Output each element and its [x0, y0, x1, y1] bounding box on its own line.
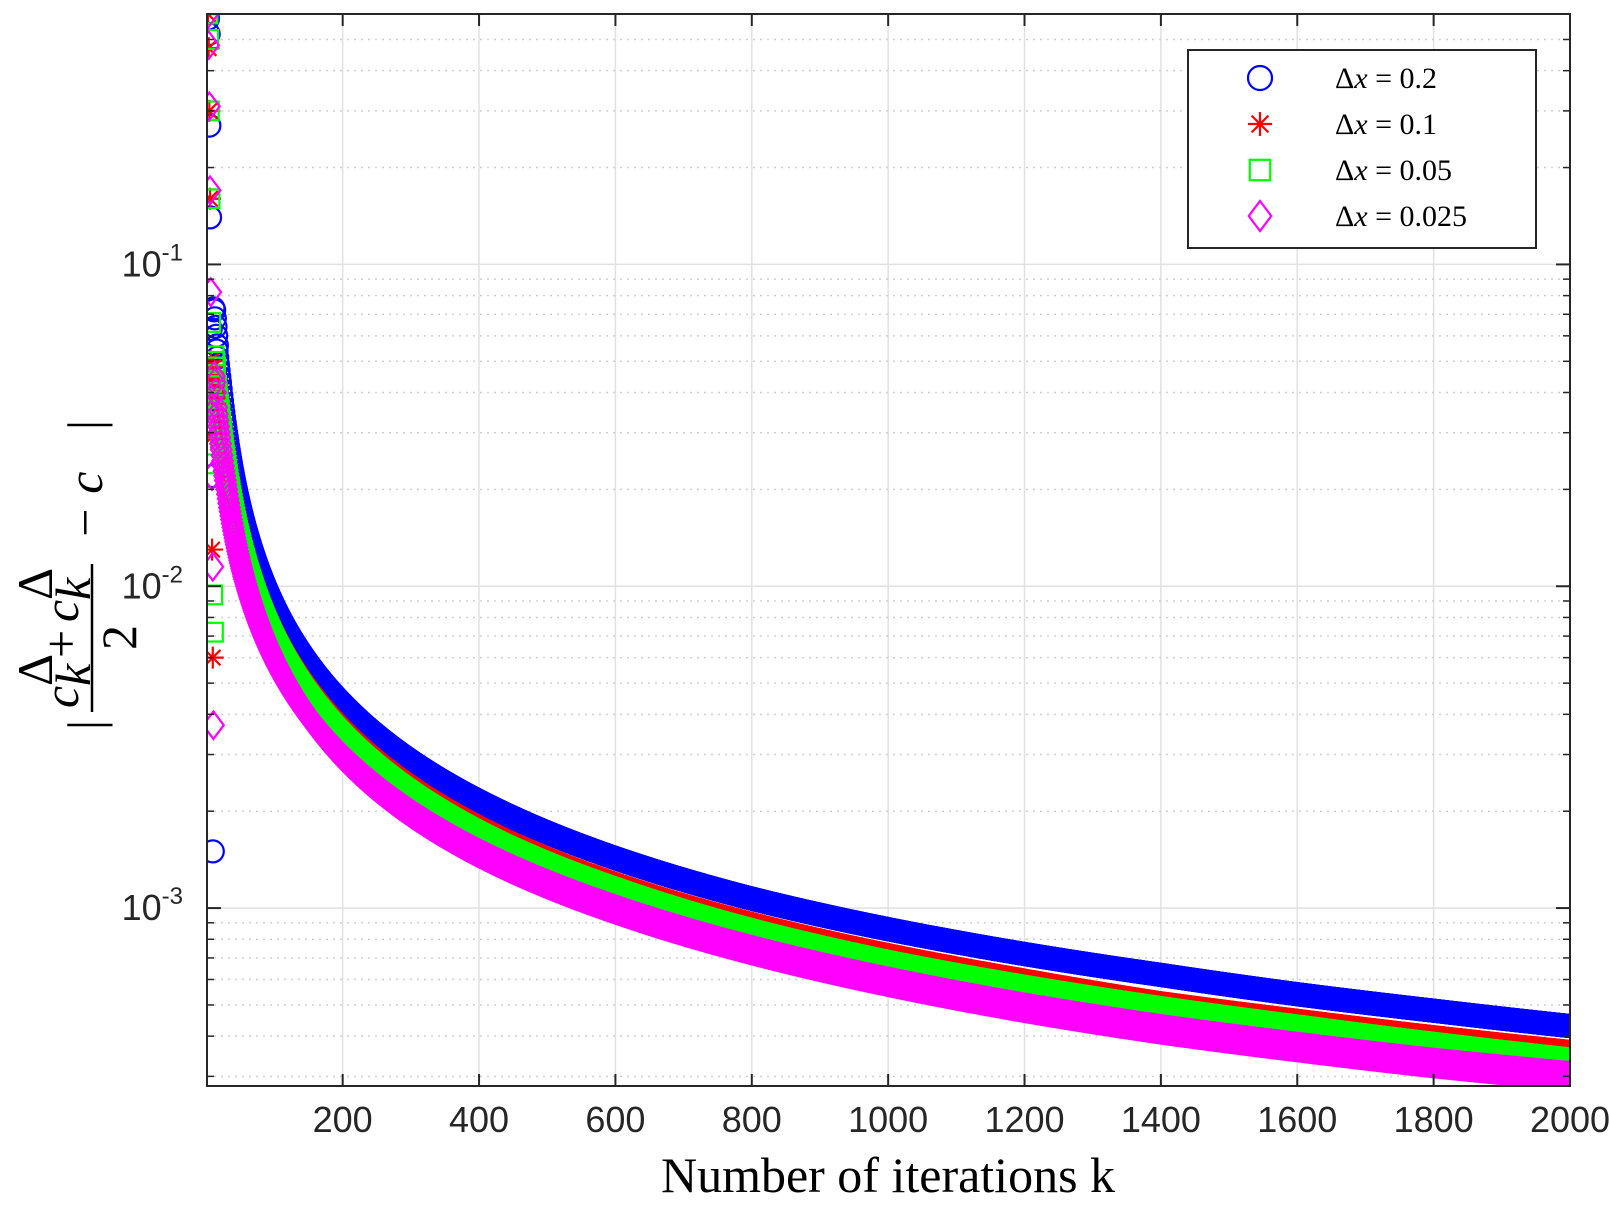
- data-point: [207, 538, 224, 561]
- series-layer: [207, 14, 1570, 1086]
- data-point: [207, 187, 222, 210]
